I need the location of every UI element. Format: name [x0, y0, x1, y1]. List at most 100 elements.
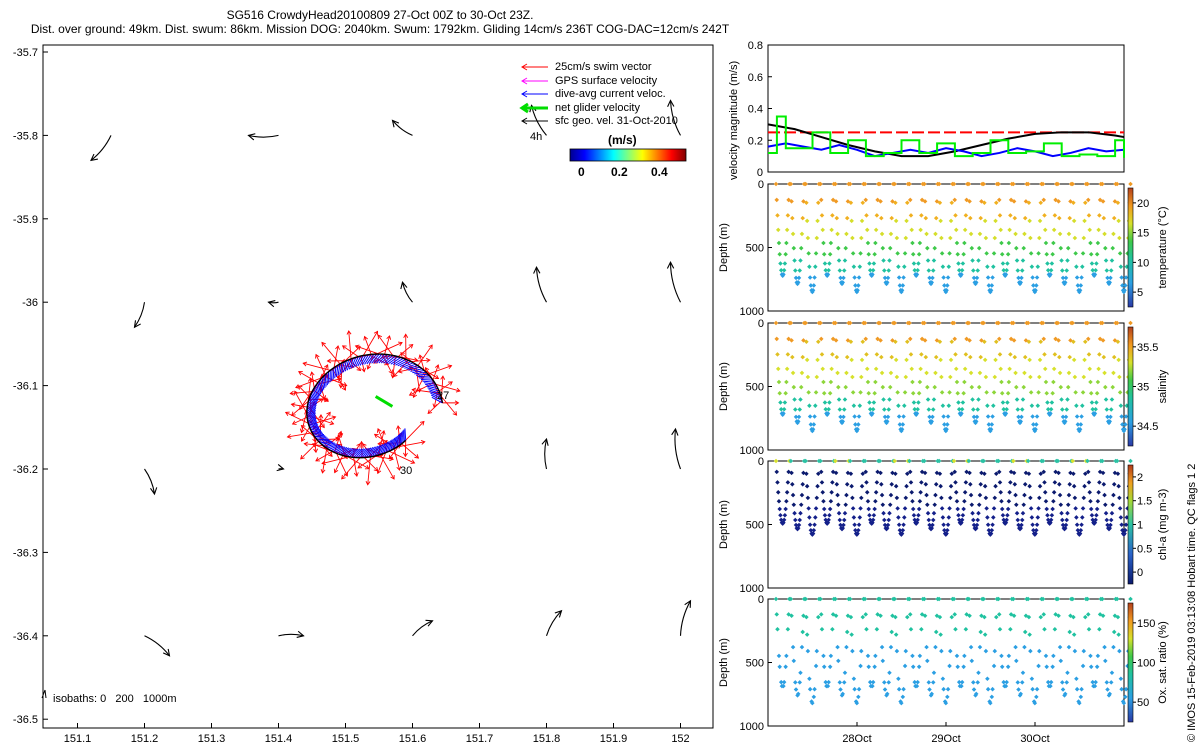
section-marker [818, 320, 823, 326]
geo-vector-head [533, 265, 541, 274]
swim-vector-head [290, 402, 296, 408]
section-marker [807, 275, 813, 280]
section-marker [1034, 527, 1039, 533]
section-marker [1052, 480, 1058, 485]
section-marker [989, 694, 995, 700]
section-marker [933, 215, 939, 221]
section-marker [1065, 245, 1071, 251]
section-marker [893, 218, 899, 224]
section-marker [1056, 338, 1061, 343]
section-marker [975, 680, 980, 685]
section-marker [982, 483, 988, 489]
section-marker [892, 458, 897, 464]
section-marker [1102, 231, 1107, 237]
swim-vector-head [291, 420, 297, 425]
section-marker [932, 384, 937, 390]
section-marker [1028, 390, 1034, 395]
swim-vector [291, 400, 309, 416]
section-marker [893, 471, 898, 477]
dac-vector [337, 363, 341, 376]
section-marker [1019, 407, 1025, 412]
dac-vector [402, 362, 414, 368]
section-marker [773, 458, 779, 464]
section-marker [1093, 517, 1098, 523]
section-marker [1045, 261, 1050, 266]
swim-vector [432, 364, 439, 381]
section-marker [1022, 482, 1028, 487]
section-marker [782, 261, 788, 266]
section-marker [948, 235, 953, 241]
section-marker [827, 252, 833, 257]
section-marker [860, 339, 866, 345]
section-marker [864, 352, 869, 357]
section-marker [982, 339, 987, 345]
section-marker [821, 379, 826, 385]
swim-vector-head [307, 377, 313, 383]
section-x-tick-label: 29Oct [931, 733, 960, 745]
map-x-tick-label: 151.6 [399, 733, 427, 745]
section-marker [1119, 414, 1124, 419]
section-marker [796, 275, 802, 281]
dac-vector [406, 365, 419, 370]
section-marker [799, 231, 805, 237]
velocity-series-line [767, 123, 1125, 158]
section-marker [1080, 264, 1085, 269]
map-x-tick-label: 151.8 [533, 733, 561, 745]
swim-vector [419, 354, 425, 371]
swim-vector [294, 391, 308, 414]
section-marker [1034, 414, 1040, 419]
section-marker [927, 275, 932, 281]
section-marker [925, 245, 930, 251]
section-marker [870, 517, 876, 523]
section-marker [998, 227, 1003, 233]
section-marker [1035, 264, 1041, 269]
swim-vector-head [365, 480, 371, 486]
section-marker [940, 515, 946, 520]
section-marker [914, 272, 920, 277]
section-marker [924, 370, 929, 376]
section-marker [1025, 181, 1031, 187]
swim-vector-head [411, 387, 417, 393]
section-marker [1064, 268, 1069, 273]
swim-vector-head [400, 352, 405, 357]
swim-vector-head [454, 400, 460, 406]
dac-vector [317, 382, 322, 395]
section-marker [910, 653, 915, 659]
section-marker [947, 390, 952, 395]
section-colorbar-tick-label: 34.5 [1137, 421, 1158, 433]
swim-vector-head [410, 459, 416, 464]
swim-vector-head [363, 335, 368, 341]
section-marker [852, 275, 857, 280]
dac-vector [426, 385, 439, 390]
section-marker [1067, 629, 1072, 635]
section-marker [1116, 632, 1121, 637]
section-marker [1123, 414, 1129, 419]
section-marker [844, 492, 849, 498]
section-marker [873, 227, 879, 233]
section-marker [775, 627, 780, 632]
legend-dac-arrow-icon [521, 90, 548, 98]
dac-vector [308, 398, 317, 410]
map-x-tick-label: 151.7 [466, 733, 494, 745]
swim-vector-head [455, 387, 461, 393]
section-marker [859, 483, 865, 489]
dac-vector [357, 448, 366, 458]
swim-vector-head [303, 441, 309, 447]
section-marker [1116, 218, 1121, 224]
section-marker [775, 490, 781, 495]
section-marker [908, 627, 914, 632]
section-marker [816, 614, 821, 620]
section-marker [864, 213, 869, 218]
section-marker [1001, 406, 1006, 412]
dac-vector [339, 362, 343, 375]
section-marker [856, 414, 862, 419]
section-marker [775, 227, 781, 233]
section-marker [1108, 268, 1114, 273]
section-marker [829, 490, 834, 495]
dac-vector [310, 428, 323, 433]
section-marker [887, 245, 893, 251]
section-marker [945, 694, 950, 700]
section-marker [888, 231, 894, 237]
section-marker [1042, 227, 1048, 233]
